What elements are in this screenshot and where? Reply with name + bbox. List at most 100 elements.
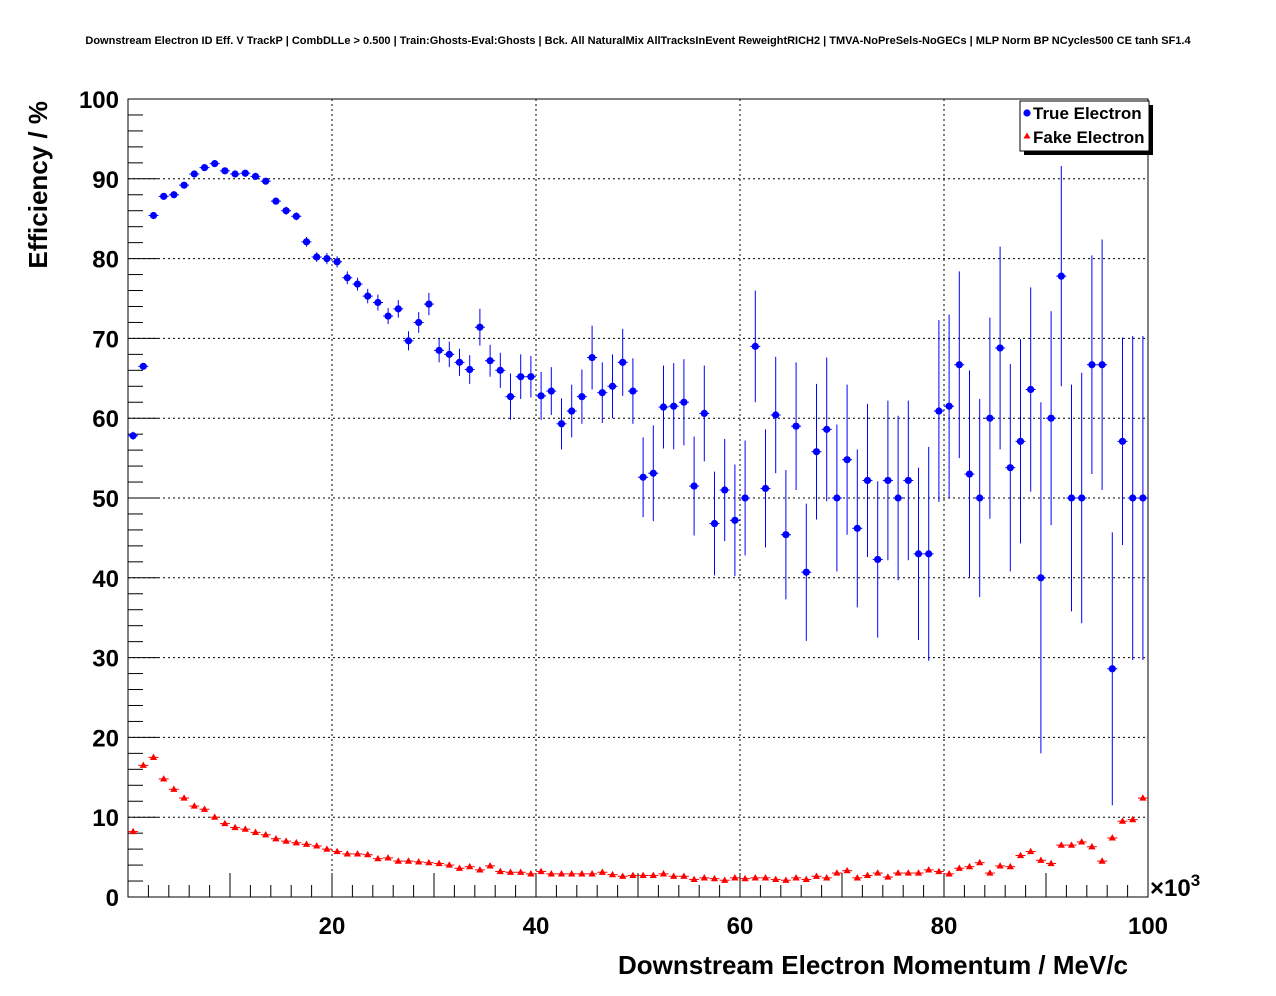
data-point	[343, 850, 351, 857]
y-axis-title: Efficiency / %	[23, 101, 53, 269]
data-point	[935, 867, 943, 875]
data-point	[761, 874, 770, 881]
data-point	[588, 870, 596, 877]
data-point	[557, 420, 566, 428]
data-point	[925, 550, 933, 558]
data-point	[1047, 859, 1055, 867]
data-point	[843, 456, 851, 464]
data-point	[302, 840, 311, 847]
data-point	[547, 387, 555, 395]
y-tick-label: 40	[92, 566, 119, 593]
data-point	[772, 411, 780, 419]
data-point	[955, 864, 963, 871]
data-point	[710, 874, 719, 882]
data-point	[935, 407, 943, 415]
data-point	[1108, 834, 1116, 841]
data-point	[853, 524, 861, 532]
data-point	[608, 382, 617, 390]
data-point	[435, 859, 443, 867]
y-tick-label: 60	[92, 406, 119, 433]
data-point	[629, 871, 637, 879]
series-true-electron	[128, 160, 1148, 806]
data-point	[262, 830, 270, 838]
data-point	[364, 850, 372, 858]
data-point	[435, 346, 443, 354]
x-multiplier-exponent: 3	[1191, 871, 1200, 890]
data-point	[547, 870, 555, 877]
data-point	[1016, 851, 1025, 859]
data-point	[231, 823, 239, 831]
data-point	[333, 258, 341, 266]
data-point	[1108, 665, 1116, 673]
y-tick-label: 80	[92, 247, 119, 274]
data-point	[965, 470, 974, 478]
data-point	[496, 366, 504, 374]
data-point	[251, 828, 260, 835]
data-point	[986, 414, 994, 422]
data-point	[241, 825, 249, 832]
data-point	[588, 353, 596, 362]
data-point	[680, 872, 688, 879]
data-point	[568, 870, 576, 877]
legend-marker-fake	[1023, 132, 1031, 139]
data-point	[557, 870, 566, 877]
data-point	[466, 365, 474, 374]
data-point	[374, 854, 382, 862]
data-point	[333, 847, 341, 855]
data-point	[394, 305, 402, 313]
data-point	[833, 869, 841, 876]
data-point	[649, 871, 657, 879]
data-point	[833, 494, 841, 502]
data-point	[914, 869, 923, 876]
x-tick-label: 20	[319, 913, 346, 940]
data-point	[1139, 794, 1147, 801]
data-point	[170, 191, 178, 199]
data-point	[823, 425, 831, 433]
data-point	[761, 484, 770, 493]
data-point	[506, 868, 515, 875]
data-point	[741, 494, 749, 502]
data-point	[690, 482, 698, 490]
data-point	[1016, 437, 1025, 445]
y-tick-label: 0	[106, 885, 119, 912]
data-point	[180, 181, 188, 189]
data-point	[415, 318, 423, 327]
data-point	[445, 350, 453, 358]
data-point	[313, 842, 321, 849]
data-point	[598, 389, 606, 397]
data-point	[425, 300, 433, 308]
data-point	[404, 857, 413, 864]
data-point	[619, 872, 627, 879]
data-point	[639, 473, 647, 481]
data-point	[180, 794, 188, 801]
data-point	[455, 358, 464, 366]
legend-label-fake: Fake Electron	[1033, 128, 1145, 147]
data-point	[976, 858, 984, 866]
data-point	[721, 486, 729, 494]
data-point	[1067, 841, 1076, 848]
data-point	[751, 874, 759, 881]
data-point	[404, 337, 413, 345]
data-point	[496, 867, 504, 875]
data-point	[751, 342, 759, 350]
data-point	[639, 871, 647, 879]
data-point	[874, 555, 882, 564]
data-point	[476, 323, 484, 331]
data-point	[823, 874, 831, 881]
data-point	[313, 253, 321, 261]
data-point	[741, 874, 749, 882]
data-point	[670, 402, 678, 410]
axis-ticks	[127, 98, 1149, 898]
data-point	[772, 875, 780, 883]
data-point	[211, 160, 219, 168]
data-point	[292, 838, 300, 846]
data-point	[721, 876, 729, 883]
data-point	[415, 858, 423, 865]
data-point	[445, 861, 453, 868]
data-point	[272, 197, 280, 205]
data-point	[925, 866, 933, 873]
data-point	[996, 344, 1004, 352]
data-point	[894, 869, 902, 876]
data-point	[302, 238, 311, 246]
data-point	[353, 850, 362, 857]
